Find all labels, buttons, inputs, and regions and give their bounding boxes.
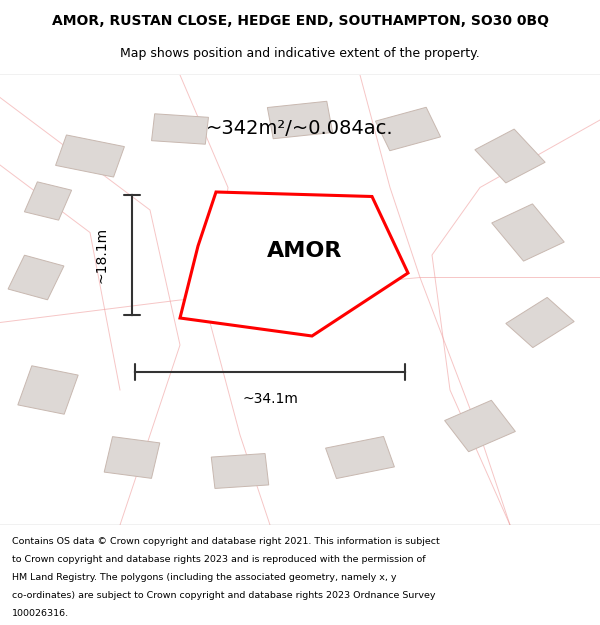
Polygon shape <box>8 255 64 300</box>
Text: 100026316.: 100026316. <box>12 609 69 618</box>
Polygon shape <box>211 454 269 489</box>
Polygon shape <box>104 437 160 478</box>
Text: ~342m²/~0.084ac.: ~342m²/~0.084ac. <box>206 119 394 139</box>
Text: HM Land Registry. The polygons (including the associated geometry, namely x, y: HM Land Registry. The polygons (includin… <box>12 573 397 582</box>
Polygon shape <box>445 400 515 452</box>
Text: ~34.1m: ~34.1m <box>242 392 298 406</box>
Polygon shape <box>475 129 545 183</box>
Polygon shape <box>492 204 564 261</box>
Polygon shape <box>56 135 124 177</box>
Polygon shape <box>262 230 338 280</box>
Polygon shape <box>326 436 394 479</box>
Text: AMOR: AMOR <box>268 241 343 261</box>
Text: ~18.1m: ~18.1m <box>95 227 109 283</box>
Polygon shape <box>25 182 71 220</box>
Polygon shape <box>506 298 574 348</box>
Polygon shape <box>180 192 408 336</box>
Polygon shape <box>152 114 208 144</box>
Polygon shape <box>376 107 440 151</box>
Text: Map shows position and indicative extent of the property.: Map shows position and indicative extent… <box>120 48 480 61</box>
Text: co-ordinates) are subject to Crown copyright and database rights 2023 Ordnance S: co-ordinates) are subject to Crown copyr… <box>12 591 436 600</box>
Polygon shape <box>18 366 78 414</box>
Text: AMOR, RUSTAN CLOSE, HEDGE END, SOUTHAMPTON, SO30 0BQ: AMOR, RUSTAN CLOSE, HEDGE END, SOUTHAMPT… <box>52 14 548 28</box>
Text: to Crown copyright and database rights 2023 and is reproduced with the permissio: to Crown copyright and database rights 2… <box>12 555 425 564</box>
Text: Contains OS data © Crown copyright and database right 2021. This information is : Contains OS data © Crown copyright and d… <box>12 537 440 546</box>
Polygon shape <box>268 101 332 139</box>
